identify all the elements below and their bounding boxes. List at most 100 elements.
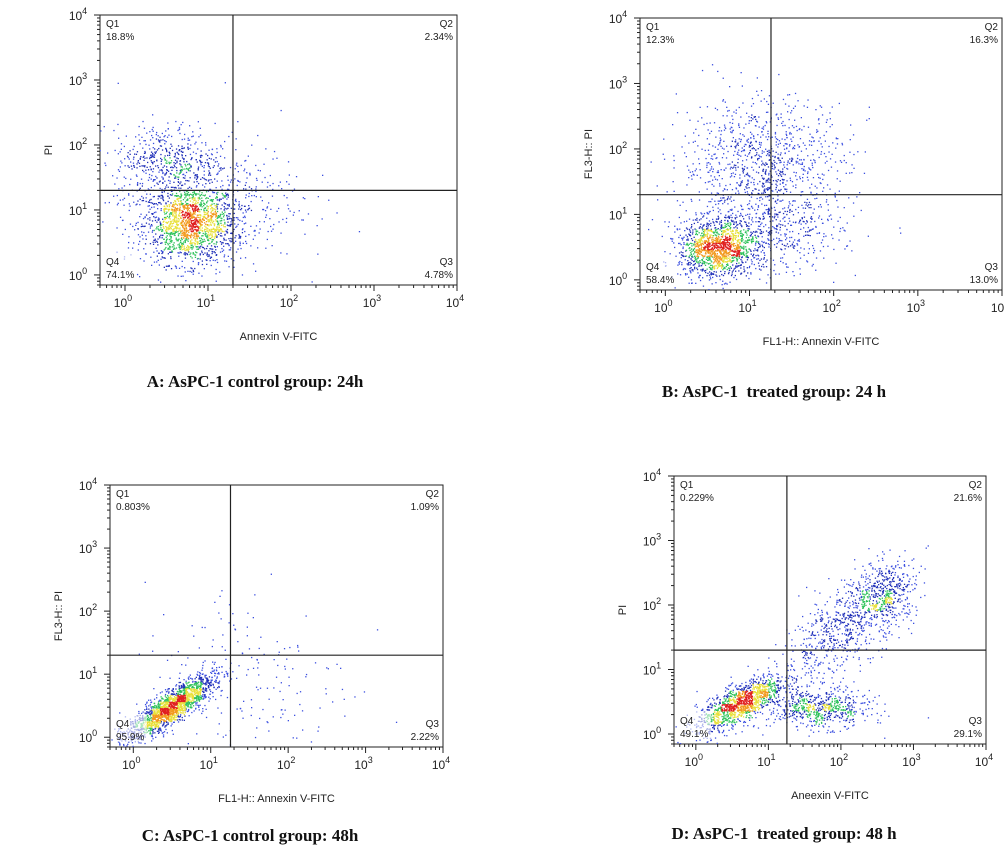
event-dot [740, 205, 743, 208]
event-dot [174, 211, 176, 214]
event-dot [207, 231, 210, 233]
event-dot [218, 224, 220, 226]
event-dot [706, 235, 708, 237]
event-dot [207, 165, 210, 167]
event-dot [755, 216, 757, 219]
event-dot [211, 207, 214, 209]
event-dot [718, 275, 721, 277]
x-tick-label: 103 [363, 293, 381, 310]
event-dot [180, 169, 182, 172]
event-dot [249, 172, 251, 174]
event-dot [200, 245, 202, 247]
event-dot [192, 224, 194, 226]
event-dot [216, 259, 218, 261]
event-dot [163, 216, 166, 219]
event-dot [170, 228, 172, 230]
event-dot [720, 133, 722, 136]
event-dot [816, 197, 818, 199]
event-dot [190, 241, 192, 243]
event-dot [241, 232, 244, 234]
event-dot [712, 238, 714, 241]
event-dot [143, 140, 145, 142]
event-dot [178, 215, 180, 217]
event-dot [742, 252, 744, 254]
event-dot [727, 294, 728, 295]
event-dot [156, 250, 158, 252]
event-dot [751, 240, 753, 243]
event-dot [768, 155, 770, 157]
event-dot [171, 209, 173, 211]
event-dot [214, 229, 216, 232]
event-dot [292, 214, 294, 216]
event-dot [795, 187, 797, 189]
event-dot [789, 191, 792, 193]
event-dot [698, 249, 701, 251]
event-dot [170, 173, 172, 175]
event-dot [695, 231, 697, 233]
event-dot [761, 185, 763, 187]
event-dot [656, 185, 658, 187]
event-dot [170, 226, 172, 229]
event-dot [735, 169, 737, 171]
event-dot [707, 251, 710, 253]
event-dot [182, 205, 185, 207]
event-dot [798, 128, 800, 131]
event-dot [743, 254, 745, 256]
event-dot [166, 162, 168, 164]
event-dot [121, 187, 123, 189]
event-dot [743, 135, 745, 137]
event-dot [730, 230, 732, 233]
event-dot [166, 228, 168, 230]
event-dot [696, 258, 698, 260]
event-dot [702, 285, 705, 287]
event-dot [677, 264, 679, 266]
event-dot [733, 276, 735, 279]
event-dot [150, 151, 153, 153]
event-dot [191, 248, 193, 250]
event-dot [750, 272, 752, 274]
event-dot [220, 224, 223, 226]
event-dot [760, 100, 762, 102]
event-dot [724, 251, 726, 254]
event-dot [741, 260, 743, 262]
event-dot [152, 229, 154, 232]
event-dot [166, 166, 168, 168]
event-dot [780, 257, 782, 259]
event-dot [195, 202, 197, 205]
event-dot [183, 248, 185, 250]
event-dot [169, 246, 171, 248]
event-dot [726, 257, 728, 259]
event-dot [192, 194, 194, 196]
event-dot [694, 263, 696, 265]
event-dot [134, 153, 136, 155]
event-dot [669, 253, 671, 255]
event-dot [196, 252, 198, 254]
event-dot [701, 232, 703, 234]
event-dot [693, 260, 695, 263]
event-dot [179, 204, 181, 206]
quadrant-q4-name: Q4 [106, 257, 120, 268]
event-dot [732, 118, 734, 121]
event-dot [728, 215, 730, 217]
event-dot [721, 232, 723, 234]
event-dot [707, 149, 710, 151]
event-dot [776, 225, 779, 227]
event-dot [193, 199, 195, 201]
event-dot [197, 240, 199, 243]
event-dot [709, 252, 712, 254]
event-dot [689, 230, 691, 232]
event-dot [211, 207, 213, 209]
event-dot [201, 246, 204, 248]
event-dot [755, 141, 757, 143]
event-dot [839, 230, 841, 233]
event-dot [738, 192, 740, 194]
event-dot [266, 238, 268, 241]
event-dot [802, 180, 804, 182]
event-dot [174, 200, 177, 203]
event-dot [203, 165, 205, 167]
event-dot [754, 162, 756, 164]
event-dot [139, 157, 141, 159]
event-dot [211, 233, 213, 235]
event-dot [154, 152, 157, 154]
event-dot [721, 253, 723, 255]
